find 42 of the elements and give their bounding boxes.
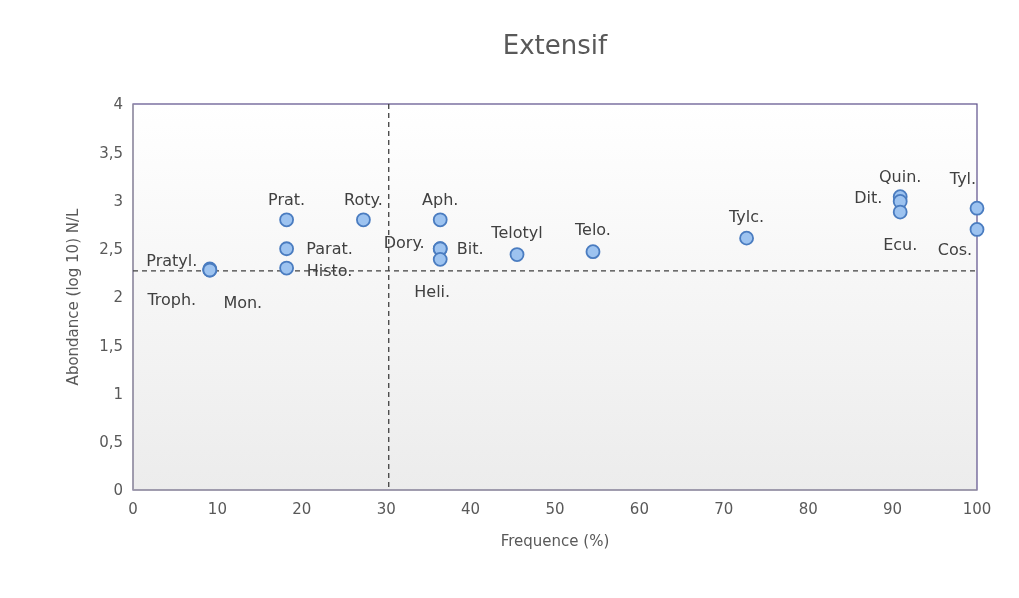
x-tick-label: 90: [883, 500, 903, 518]
annotation: Tyl.: [948, 168, 977, 188]
annotation: Roty.: [344, 190, 383, 210]
annotation: Pratyl.: [146, 250, 198, 270]
x-tick-label: 10: [207, 500, 227, 518]
y-tick-label: 3: [113, 191, 123, 210]
x-tick-label: 70: [714, 500, 734, 518]
y-tick-label: 0,5: [99, 433, 123, 451]
annotation: Parat.: [306, 239, 353, 259]
annotation: Troph.: [146, 289, 197, 309]
annotation: Quin.: [878, 167, 922, 187]
y-tick-label: 1,5: [99, 336, 123, 355]
annotation: Heli.: [414, 281, 451, 301]
x-tick-label: 60: [629, 500, 649, 518]
annotation: Telo.: [574, 220, 611, 240]
y-tick-label: 3,5: [99, 143, 123, 162]
annotation: Prat.: [268, 190, 306, 210]
y-tick-label: 2,5: [99, 240, 123, 258]
annotation: Ecu.: [883, 234, 918, 254]
x-tick-label: 20: [292, 500, 312, 518]
y-tick-label: 1: [113, 384, 123, 403]
x-axis-title: Frequence (%): [500, 532, 610, 550]
chart-title: Extensif: [502, 30, 609, 60]
annotation: Tylc.: [728, 206, 765, 226]
y-tick-label: 4: [113, 95, 123, 114]
x-tick-label: 80: [798, 500, 818, 518]
y-axis-title: Abondance (log 10) N/L: [64, 207, 82, 386]
annotation: Telotyl: [490, 223, 543, 243]
annotation: Cos.: [937, 240, 973, 260]
annotation: Mon.: [223, 292, 263, 312]
annotation: Bit.: [456, 239, 484, 259]
x-tick-label: 100: [962, 500, 992, 518]
x-tick-label: 50: [545, 500, 565, 518]
y-tick-label: 2: [113, 288, 123, 307]
x-tick-label: 30: [376, 500, 396, 518]
y-tick-label: 0: [113, 481, 123, 500]
x-tick-label: 40: [461, 500, 481, 518]
annotation: Aph.: [422, 190, 459, 210]
annotation: Dory.: [383, 233, 425, 253]
annotation: Dit.: [854, 188, 883, 208]
annotation: Histo.: [306, 260, 353, 280]
x-tick-label: 0: [128, 500, 138, 518]
